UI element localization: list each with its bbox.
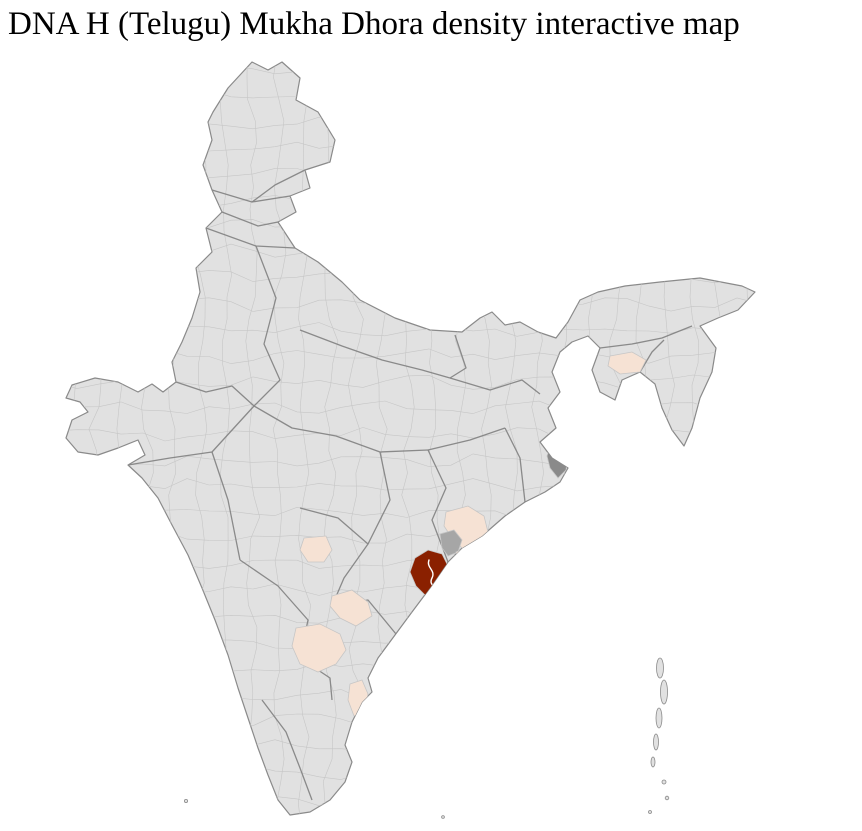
island: [660, 679, 668, 705]
district-boundary-line: [66, 192, 755, 208]
district-boundary-line: [297, 62, 311, 815]
district-boundary-line: [66, 63, 755, 77]
district-boundary-line: [66, 243, 755, 261]
district-boundary-line: [661, 62, 676, 815]
district-boundary-line: [271, 62, 287, 815]
island: [183, 799, 188, 804]
island: [661, 779, 667, 785]
island: [441, 815, 445, 819]
district-boundary-line: [66, 166, 755, 180]
india-landmass: [65, 61, 756, 816]
district-boundary-line: [66, 115, 755, 131]
island: [655, 707, 663, 729]
island: [650, 756, 656, 768]
district-boundary-line: [713, 62, 727, 815]
island-chain: [183, 657, 670, 819]
island: [664, 795, 670, 801]
island: [656, 657, 664, 679]
district-boundary-line: [556, 62, 573, 815]
region-northeast-patch[interactable]: [607, 351, 647, 375]
district-boundary-line: [66, 141, 755, 156]
island: [653, 733, 659, 751]
district-boundary-line: [635, 62, 649, 815]
district-boundary-line: [687, 62, 700, 815]
region-inland-west-patch[interactable]: [299, 535, 333, 563]
district-boundary-line: [66, 219, 755, 233]
state-boundaries: [127, 169, 693, 801]
district-boundary-line: [66, 686, 755, 701]
district-boundary-line: [66, 88, 755, 103]
district-boundary-line: [66, 634, 755, 650]
region-south-inland-patch[interactable]: [291, 623, 347, 673]
island: [648, 810, 652, 814]
district-boundary-line: [582, 62, 598, 815]
district-boundary-line: [66, 789, 755, 807]
page-title: DNA H (Telugu) Mukha Dhora density inter…: [8, 6, 740, 42]
region-inland-band-patch[interactable]: [329, 589, 373, 627]
district-boundary-line: [66, 661, 755, 672]
district-boundary-line: [738, 62, 754, 815]
district-boundary-line: [245, 62, 261, 815]
district-boundary-line: [66, 711, 755, 727]
district-boundary-line: [608, 62, 624, 815]
